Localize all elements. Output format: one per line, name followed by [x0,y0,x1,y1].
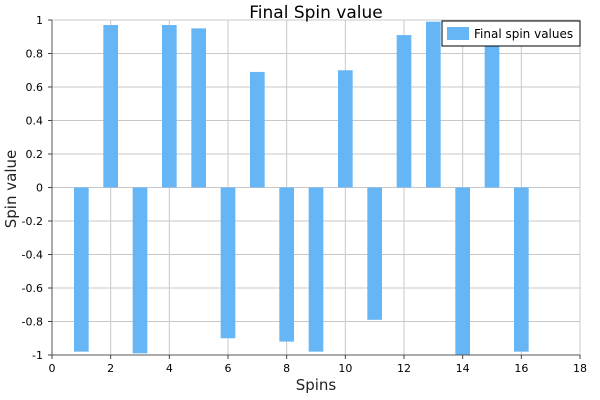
y-tick-label: 0 [36,182,43,195]
chart-title: Final Spin value [249,3,383,23]
bars [74,21,529,355]
x-tick-label: 10 [338,362,352,375]
y-tick-label: 0.2 [26,148,44,161]
bar [132,187,148,354]
y-tick-label: -1 [32,349,43,362]
bar [220,187,236,339]
legend: Final spin values [441,20,581,47]
bar [162,25,177,188]
y-axis-label: Spin value [2,150,20,228]
ticks: 0 2 4 6 8 10 12 14 16 18 1 0.8 0.6 0.4 0.2 0 -0.2 -0.4 -0.… [22,14,587,375]
y-tick-label: 0.4 [26,115,44,128]
bar [308,187,324,352]
bar [279,187,294,342]
bar [484,31,500,188]
y-tick-label: -0.2 [22,215,43,228]
bar [426,21,441,188]
x-tick-label: 16 [514,362,528,375]
x-tick-label: 18 [573,362,587,375]
x-tick-label: 12 [397,362,411,375]
x-tick-label: 14 [456,362,470,375]
bar [367,187,382,320]
x-tick-label: 6 [225,362,232,375]
bar [396,35,412,188]
legend-label: Final spin values [474,27,573,41]
bar [338,70,353,188]
y-tick-label: -0.4 [22,249,43,262]
y-tick-label: -0.8 [22,316,43,329]
bar [250,71,265,188]
x-tick-label: 2 [107,362,114,375]
x-axis-label: Spins [296,376,337,394]
bar [514,187,529,352]
x-tick-label: 8 [283,362,290,375]
bar [74,187,89,352]
x-tick-label: 0 [49,362,56,375]
bar [103,25,118,188]
x-tick-label: 4 [166,362,173,375]
y-tick-label: -0.6 [22,282,43,295]
y-tick-label: 0.6 [26,81,44,94]
y-tick-label: 0.8 [26,48,44,61]
y-tick-label: 1 [36,14,43,27]
bar [191,28,206,188]
bar [455,187,470,355]
legend-swatch [447,27,469,40]
